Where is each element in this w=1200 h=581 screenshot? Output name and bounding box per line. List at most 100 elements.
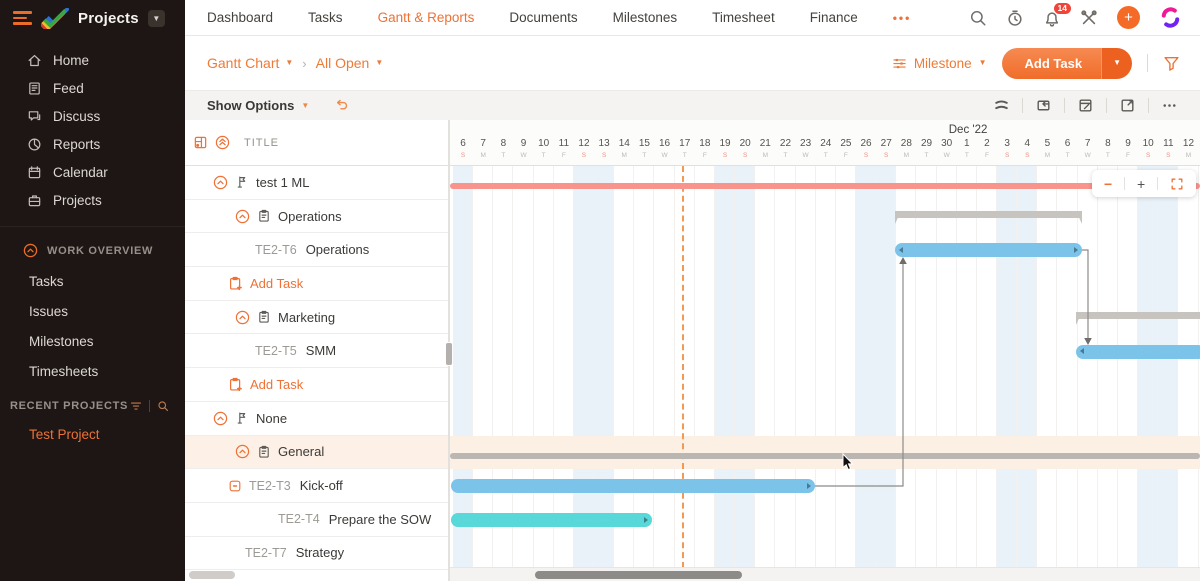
gantt-group-marketing-group[interactable] [1075, 311, 1200, 325]
gantt-bar-smm-task[interactable] [1075, 344, 1200, 359]
chart-zoom-control: − + [1092, 170, 1196, 197]
tasklist-icon [257, 310, 271, 324]
bar-right-handle[interactable] [644, 516, 649, 523]
sidebar-item-timesheets[interactable]: Timesheets [29, 363, 99, 379]
task-row[interactable]: TE2-T6 Operations [185, 233, 448, 268]
table-hscrollbar-thumb[interactable] [189, 571, 235, 579]
collapse-circle-icon [23, 243, 38, 258]
projects-icon [27, 193, 42, 208]
top-bar: Projects ▼ Dashboard Tasks Gantt & Reports… [0, 0, 1200, 36]
sidebar-item-reports[interactable]: Reports [0, 130, 185, 158]
search-icon[interactable] [969, 9, 987, 27]
recent-project-item[interactable]: Test Project [29, 427, 100, 442]
task-row[interactable]: TE2-T4 Prepare the SOW [185, 503, 448, 537]
undo-icon[interactable] [335, 98, 350, 113]
task-row[interactable]: TE2-T3 Kick-off [185, 469, 448, 503]
nav-item-documents[interactable]: Documents [509, 10, 578, 25]
filter-projects-icon[interactable] [130, 400, 142, 412]
table-chart-splitter[interactable] [445, 120, 453, 581]
zoom-fit-icon[interactable] [1170, 177, 1184, 191]
circle-chevron-icon[interactable] [235, 444, 250, 459]
sidebar-item-discuss[interactable]: Discuss [0, 102, 185, 130]
task-row[interactable]: test 1 ML [185, 166, 448, 200]
show-options-dropdown[interactable]: Show Options ▼ [207, 98, 309, 113]
nav-item-timesheet[interactable]: Timesheet [712, 10, 775, 25]
add-column-icon[interactable] [193, 135, 208, 150]
task-row[interactable]: TE2-T7 Strategy [185, 537, 448, 571]
bar-left-handle[interactable] [1079, 348, 1084, 354]
day-column [1118, 166, 1139, 581]
circle-chevron-icon[interactable] [235, 310, 250, 325]
work-overview-title: WORK OVERVIEW [47, 244, 154, 257]
sidebar-item-projects[interactable]: Projects [0, 186, 185, 214]
calendar-edit-icon[interactable] [1065, 97, 1106, 114]
bar-left-handle[interactable] [899, 246, 904, 253]
add-task-row[interactable]: Add Task [185, 368, 448, 402]
collapse-all-icon[interactable] [215, 135, 230, 150]
group-by-milestone-dropdown[interactable]: Milestone ▼ [892, 56, 987, 71]
add-task-button[interactable]: Add Task ▼ [1001, 47, 1132, 79]
sidebar-menu: Home Feed Discuss Reports Calendar Projects [0, 46, 185, 214]
nav-item-gantt-reports[interactable]: Gantt & Reports [377, 10, 475, 25]
chart-hscrollbar-track[interactable] [450, 567, 1200, 581]
zoom-out-button[interactable]: − [1103, 175, 1113, 192]
hamburger-menu-icon[interactable] [13, 11, 32, 25]
gantt-bar-general-summary[interactable] [450, 452, 1200, 459]
nav-item-finance[interactable]: Finance [809, 10, 858, 25]
notifications-bell-icon[interactable]: 14 [1043, 2, 1071, 27]
task-row[interactable]: Marketing [185, 301, 448, 335]
day-column [1058, 166, 1078, 581]
sidebar-item-calendar[interactable]: Calendar [0, 158, 185, 186]
nav-item-milestones[interactable]: Milestones [612, 10, 678, 25]
circle-chevron-icon[interactable] [213, 411, 228, 426]
sidebar-section-work-overview[interactable]: WORK OVERVIEW [0, 235, 185, 266]
splitter-drag-handle[interactable] [445, 342, 453, 366]
search-projects-icon[interactable] [157, 400, 169, 412]
fullscreen-icon[interactable] [1107, 97, 1148, 114]
sidebar-item-feed[interactable]: Feed [0, 74, 185, 102]
timeline-day: 14 M [618, 138, 630, 159]
sidebar-item-tasks[interactable]: Tasks [29, 273, 64, 289]
chart-hscrollbar-thumb[interactable] [535, 571, 742, 579]
sidebar-item-issues[interactable]: Issues [29, 303, 69, 319]
gantt-bar-operations-task[interactable] [895, 243, 1082, 258]
breadcrumb-view-dropdown[interactable]: Gantt Chart ▼ [207, 55, 293, 71]
product-switcher-caret[interactable]: ▼ [147, 9, 165, 27]
circle-chevron-icon[interactable] [235, 209, 250, 224]
gantt-bar-kickoff-task[interactable] [450, 479, 815, 494]
task-row[interactable]: TE2-T5 SMM [185, 334, 448, 369]
nav-item-tasks[interactable]: Tasks [308, 10, 343, 25]
zoom-in-button[interactable]: + [1137, 175, 1146, 192]
task-id: TE2-T6 [255, 242, 297, 257]
baseline-icon[interactable] [1023, 97, 1064, 114]
tools-icon[interactable] [1080, 9, 1098, 27]
critical-path-icon[interactable] [981, 97, 1022, 114]
task-row[interactable]: Operations [185, 200, 448, 234]
task-label: Add Task [250, 275, 304, 291]
quick-add-button[interactable]: + [1117, 6, 1140, 29]
sidebar-item-home[interactable]: Home [0, 46, 185, 74]
gantt-group-operations-group[interactable] [895, 210, 1082, 224]
user-avatar[interactable] [1159, 6, 1182, 29]
circle-chevron-icon[interactable] [213, 175, 228, 190]
weekend-column [735, 166, 756, 581]
task-label: Marketing [278, 309, 336, 325]
more-options-icon[interactable] [1149, 97, 1190, 114]
add-task-row[interactable]: Add Task [185, 267, 448, 301]
gantt-bar-test-1-ml-summary[interactable] [450, 183, 1200, 189]
filter-funnel-icon[interactable] [1163, 55, 1180, 72]
sidebar-item-milestones[interactable]: Milestones [29, 333, 94, 349]
task-row[interactable]: General [185, 435, 448, 470]
day-column [957, 166, 977, 581]
bar-right-handle[interactable] [1073, 246, 1078, 253]
breadcrumb-filter-dropdown[interactable]: All Open ▼ [316, 55, 384, 71]
timer-icon[interactable] [1006, 9, 1024, 27]
task-row[interactable]: None [185, 402, 448, 436]
nav-more-button[interactable]: ••• [892, 10, 912, 25]
gantt-bar-prepare-sow-task[interactable] [450, 513, 653, 527]
add-task-dropdown-caret[interactable]: ▼ [1101, 47, 1132, 79]
nav-item-dashboard[interactable]: Dashboard [207, 10, 274, 25]
bar-right-handle[interactable] [806, 482, 811, 489]
